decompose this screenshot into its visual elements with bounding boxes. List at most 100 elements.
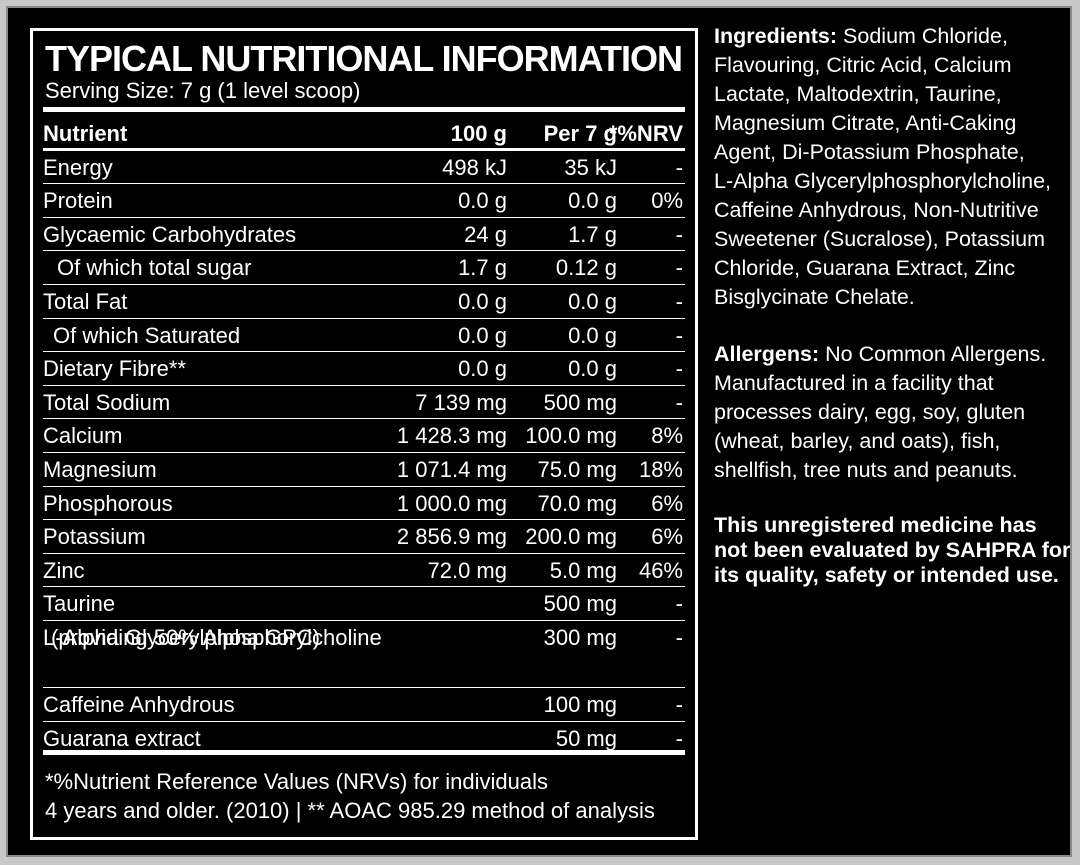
allergens-line: Allergens: No Common Allergens. bbox=[714, 340, 1059, 369]
table-row: Zinc 72.0 mg 5.0 mg 46% bbox=[43, 554, 685, 588]
table-row: Glycaemic Carbohydrates 24 g 1.7 g - bbox=[43, 218, 685, 252]
table-row: Magnesium 1 071.4 mg 75.0 mg 18% bbox=[43, 453, 685, 487]
value-nrv: - bbox=[675, 691, 683, 717]
nutrient-name: Phosphorous bbox=[43, 490, 173, 516]
ingredients-line: Lactate, Maltodextrin, Taurine, bbox=[714, 80, 1059, 109]
warning-text: its quality, safety or intended use. bbox=[714, 563, 1059, 587]
value-per100: 2 856.9 mg bbox=[396, 524, 507, 550]
ingredients-text: Lactate, Maltodextrin, Taurine, bbox=[714, 82, 1002, 106]
value-per7: 0.0 g bbox=[568, 188, 617, 214]
value-per100: 1 071.4 mg bbox=[396, 456, 507, 482]
value-nrv: - bbox=[675, 288, 683, 314]
allergens-text: (wheat, barley, and oats), fish, bbox=[714, 429, 1001, 453]
ingredients-text: Agent, Di-Potassium Phosphate, bbox=[714, 140, 1025, 164]
table-row: Protein 0.0 g 0.0 g 0% bbox=[43, 184, 685, 218]
footnote-line-2: 4 years and older. (2010) | ** AOAC 985.… bbox=[45, 798, 655, 823]
value-nrv: - bbox=[675, 255, 683, 281]
nutrient-name: Dietary Fibre** bbox=[43, 356, 187, 382]
value-per100: 7 139 mg bbox=[415, 389, 507, 415]
value-per7: 500 mg bbox=[543, 389, 617, 415]
allergens-line: (wheat, barley, and oats), fish, bbox=[714, 427, 1059, 456]
value-nrv: 8% bbox=[651, 423, 683, 449]
value-per7: 0.0 g bbox=[568, 322, 617, 348]
ingredients-line: Magnesium Citrate, Anti-Caking bbox=[714, 109, 1059, 138]
table-row: Total Sodium 7 139 mg 500 mg - bbox=[43, 386, 685, 420]
value-per100: 0.0 g bbox=[458, 188, 507, 214]
ingredients-text: Chloride, Guarana Extract, Zinc bbox=[714, 256, 1016, 280]
header-per7: Per 7 g bbox=[543, 121, 617, 146]
table-row: Phosphorous 1 000.0 mg 70.0 mg 6% bbox=[43, 487, 685, 521]
ingredients-line: Caffeine Anhydrous, Non-Nutritive bbox=[714, 196, 1059, 225]
value-per100: 24 g bbox=[464, 221, 507, 247]
divider-bar bbox=[43, 107, 685, 112]
nutrition-table: Nutrient 100 g Per 7 g *%NRV Energy 498 k… bbox=[43, 117, 685, 756]
value-per7: 300 mg bbox=[543, 624, 617, 650]
nutrient-name: Total Sodium bbox=[43, 389, 171, 415]
value-per7: 75.0 mg bbox=[537, 456, 618, 482]
ingredients-text: Sweetener (Sucralose), Potassium bbox=[714, 227, 1046, 251]
nutrient-name: Potassium bbox=[43, 524, 146, 550]
table-row: Caffeine Anhydrous 100 mg - bbox=[43, 688, 685, 722]
panel-title: TYPICAL NUTRITIONAL INFORMATION bbox=[45, 38, 683, 79]
warning-line: its quality, safety or intended use. bbox=[714, 563, 1059, 588]
value-per7: 100 mg bbox=[543, 691, 617, 717]
header-nutrient: Nutrient bbox=[43, 121, 128, 146]
ingredients-block: Ingredients: Sodium Chloride, Flavouring,… bbox=[714, 22, 1059, 312]
table-header: Nutrient 100 g Per 7 g *%NRV bbox=[43, 117, 685, 151]
table-row: Of which total sugar 1.7 g 0.12 g - bbox=[43, 251, 685, 285]
warning-block: This unregistered medicine has not been e… bbox=[714, 513, 1070, 588]
warning-text: not been evaluated by SAHPRA for bbox=[714, 538, 1071, 562]
value-nrv: - bbox=[675, 356, 683, 382]
nutrient-name: Of which total sugar bbox=[57, 255, 252, 281]
value-nrv: 46% bbox=[638, 557, 683, 583]
ingredients-line: Ingredients: Sodium Chloride, bbox=[714, 22, 1059, 51]
nutrition-label: TYPICAL NUTRITIONAL INFORMATION Serving … bbox=[6, 6, 1072, 857]
allergens-text: No Common Allergens. bbox=[825, 342, 1047, 366]
ingredients-text: Caffeine Anhydrous, Non-Nutritive bbox=[714, 198, 1039, 222]
ingredients-line: Bisglycinate Chelate. bbox=[714, 283, 1059, 312]
value-per100: 0.0 g bbox=[458, 322, 507, 348]
nutrient-name: Caffeine Anhydrous bbox=[43, 691, 235, 717]
ingredients-line: Chloride, Guarana Extract, Zinc bbox=[714, 254, 1059, 283]
value-per100: 1 000.0 mg bbox=[396, 490, 507, 516]
table-row: Guarana extract 50 mg - bbox=[43, 722, 685, 756]
nutrient-name: Energy bbox=[43, 154, 113, 180]
value-nrv: 0% bbox=[651, 188, 683, 214]
value-per7: 70.0 mg bbox=[537, 490, 618, 516]
table-row: L-Alpha Glycerylphosphorylcholine (provid… bbox=[43, 621, 685, 688]
allergens-line: processes dairy, egg, soy, gluten bbox=[714, 398, 1059, 427]
nutrient-name: Total Fat bbox=[43, 288, 128, 314]
allergens-block: Allergens: No Common Allergens. Manufactu… bbox=[714, 340, 1059, 485]
ingredients-text: Sodium Chloride, bbox=[843, 24, 1008, 48]
warning-text: This unregistered medicine has bbox=[714, 513, 1037, 537]
value-per7: 35 kJ bbox=[564, 154, 617, 180]
nutrient-name: Calcium bbox=[43, 423, 123, 449]
value-per7: 0.0 g bbox=[568, 288, 617, 314]
nutrient-name: L-Alpha Glycerylphosphorylcholine bbox=[43, 624, 382, 650]
value-nrv: - bbox=[675, 322, 683, 348]
value-nrv: - bbox=[675, 389, 683, 415]
table-row: Calcium 1 428.3 mg 100.0 mg 8% bbox=[43, 419, 685, 453]
warning-line: not been evaluated by SAHPRA for bbox=[714, 538, 1070, 563]
nutrient-name: Taurine bbox=[43, 591, 116, 617]
allergens-line: Manufactured in a facility that bbox=[714, 369, 1059, 398]
table-row: Energy 498 kJ 35 kJ - bbox=[43, 151, 685, 185]
value-per7: 200.0 mg bbox=[525, 524, 617, 550]
nutrition-panel: TYPICAL NUTRITIONAL INFORMATION Serving … bbox=[30, 28, 698, 840]
header-nrv: *%NRV bbox=[608, 121, 683, 146]
footnote-line-1: *%Nutrient Reference Values (NRVs) for i… bbox=[45, 769, 548, 794]
nutrient-name: Of which Saturated bbox=[53, 322, 241, 348]
nutrient-name: Glycaemic Carbohydrates bbox=[43, 221, 297, 247]
value-nrv: - bbox=[675, 624, 683, 650]
header-per100: 100 g bbox=[450, 121, 507, 146]
nutrient-name: Magnesium bbox=[43, 456, 157, 482]
allergens-line: shellfish, tree nuts and peanuts. bbox=[714, 456, 1059, 485]
ingredients-line: L-Alpha Glycerylphosphorylcholine, bbox=[714, 167, 1059, 196]
table-row: Taurine 500 mg - bbox=[43, 587, 685, 621]
value-per7: 500 mg bbox=[543, 591, 617, 617]
warning-line: This unregistered medicine has bbox=[714, 513, 1059, 538]
table-row: Dietary Fibre** 0.0 g 0.0 g - bbox=[43, 352, 685, 386]
side-info: Ingredients: Sodium Chloride, Flavouring,… bbox=[714, 22, 1070, 588]
value-nrv: 18% bbox=[638, 456, 683, 482]
value-nrv: 6% bbox=[651, 524, 683, 550]
